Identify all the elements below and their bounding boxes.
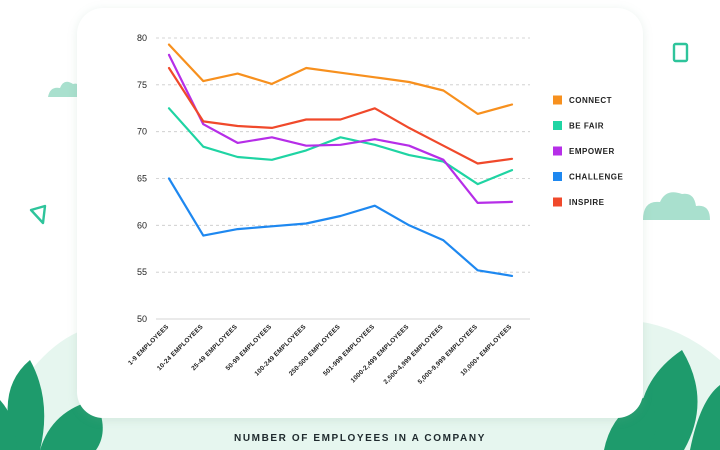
y-tick-label: 75	[137, 80, 147, 90]
y-tick-label: 80	[137, 33, 147, 43]
series-line-be-fair	[167, 107, 514, 186]
x-tick-label: 1000-2,499 EMPLOYEES	[350, 323, 411, 384]
legend-swatch-empower	[553, 146, 562, 156]
y-tick-label: 65	[137, 174, 147, 184]
rectangle-outline-icon	[672, 42, 689, 63]
series-line-connect	[167, 43, 514, 115]
legend-label-connect: CONNECT	[569, 96, 612, 105]
legend-label-challenge: CHALLENGE	[569, 173, 623, 182]
legend-label-be-fair: BE FAIR	[569, 122, 604, 131]
legend-label-inspire: INSPIRE	[569, 198, 605, 207]
x-tick-label: 2,500-4,999 EMPLOYEES	[382, 323, 445, 386]
y-tick-label: 55	[137, 267, 147, 277]
series-line-challenge	[167, 177, 514, 277]
x-axis-label: NUMBER OF EMPLOYEES IN A COMPANY	[234, 433, 486, 444]
leaf-plant-right	[604, 350, 720, 450]
legend-swatch-inspire	[553, 197, 562, 207]
series-line-inspire	[167, 66, 514, 165]
y-tick-label: 70	[137, 127, 147, 137]
cloud-left	[48, 81, 80, 97]
legend-swatch-connect	[553, 95, 562, 105]
triangle-outline-icon	[29, 204, 47, 225]
legend-label-empower: EMPOWER	[569, 147, 615, 156]
cloud-right	[643, 192, 710, 220]
legend-swatch-challenge	[553, 172, 562, 181]
x-tick-label: 5,000-9,999 EMPLOYEES	[417, 323, 480, 386]
y-tick-label: 50	[137, 314, 147, 324]
series-line-empower	[167, 53, 514, 204]
y-tick-label: 60	[137, 220, 147, 230]
legend-swatch-be-fair	[553, 121, 562, 130]
